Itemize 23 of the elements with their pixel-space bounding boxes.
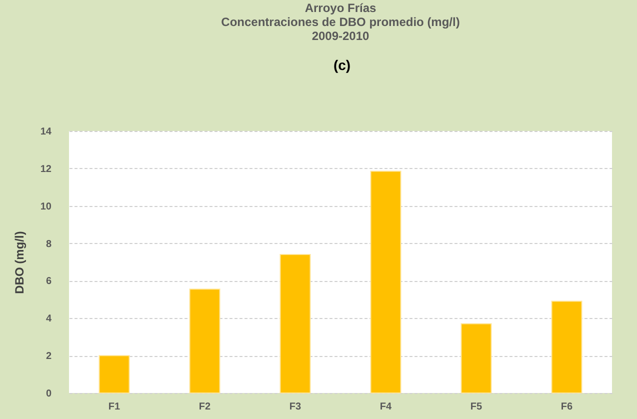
y-tick-label: 10 [40,201,52,212]
bar [98,355,130,394]
y-axis-title: DBO (mg/l) [12,231,26,294]
bar [370,170,402,394]
chart-title: Arroyo Frías Concentraciones de DBO promedio (mg/l) 2009-2010 [221,1,460,43]
x-tick-label: F2 [198,402,212,412]
y-tick-label: 12 [40,164,52,175]
x-tick-label: F5 [470,402,483,412]
bar [460,323,492,394]
y-tick-label: 14 [40,126,52,138]
x-tick-label: F1 [108,402,121,412]
bar [189,288,220,394]
y-tick-label: 8 [46,238,52,250]
y-tick-label: 0 [46,388,52,400]
y-tick-label: 6 [46,276,52,288]
bar [551,300,582,394]
x-tick-label: F3 [289,402,302,412]
y-tick-label: 4 [46,314,52,325]
text: (c) [333,57,351,73]
x-tick-label: F6 [560,402,574,412]
y-tick-label: 2 [46,351,52,362]
bar [280,254,311,394]
x-tick-label: F4 [380,402,392,412]
